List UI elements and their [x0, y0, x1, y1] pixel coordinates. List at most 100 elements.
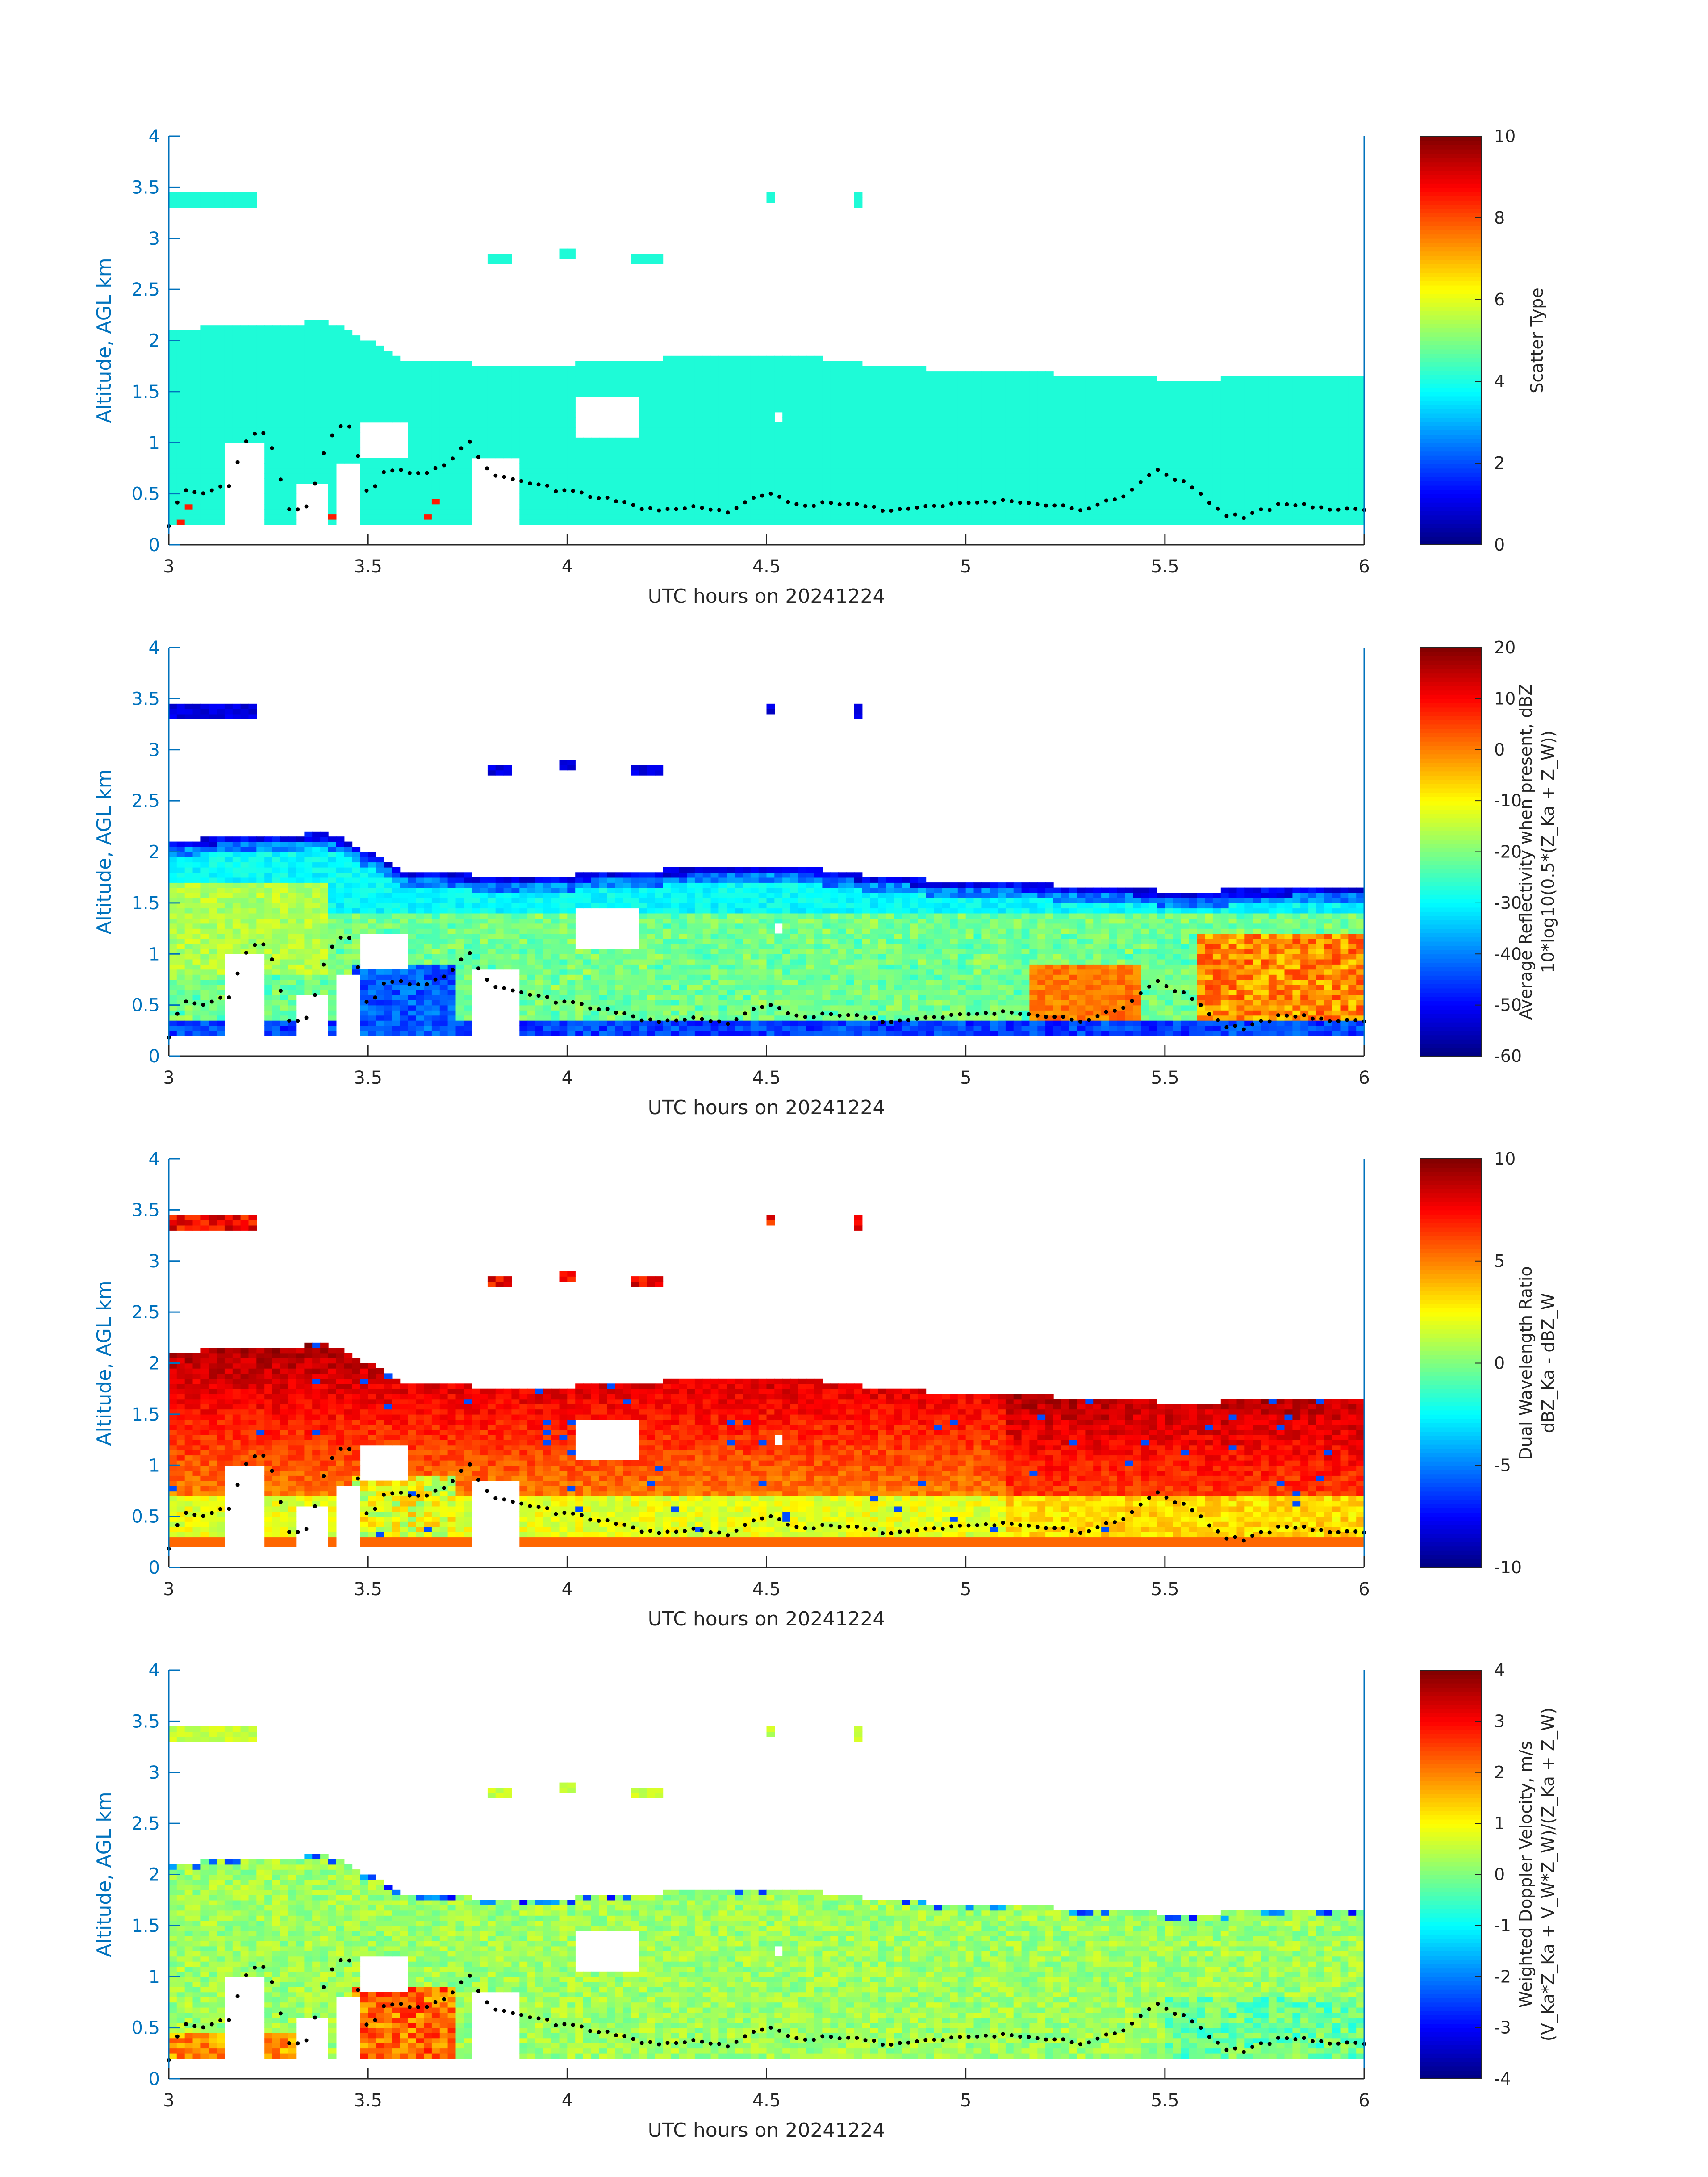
heatmap-cell — [702, 407, 711, 413]
heatmap-cell — [1236, 489, 1245, 494]
heatmap-cell — [527, 458, 536, 464]
heatmap-cell — [431, 391, 440, 397]
heatmap-cell — [1276, 458, 1285, 464]
heatmap-cell — [384, 417, 393, 423]
heatmap-cell — [176, 397, 185, 402]
heatmap-cell — [854, 422, 863, 428]
heatmap-cell — [1276, 509, 1285, 515]
heatmap-cell — [184, 862, 193, 868]
heatmap-cell — [256, 330, 265, 336]
heatmap-cell — [1228, 391, 1237, 397]
heatmap-cell — [1061, 443, 1070, 448]
heatmap-cell — [416, 453, 424, 459]
heatmap-cell — [639, 427, 647, 433]
heatmap-cell — [336, 366, 345, 372]
heatmap-cell — [1332, 376, 1341, 382]
cloud-base-dot — [459, 446, 464, 451]
heatmap-cell — [1356, 463, 1365, 469]
heatmap-cell — [647, 519, 656, 525]
heatmap-cell — [209, 397, 217, 402]
heatmap-cell — [1261, 417, 1269, 423]
heatmap-cell — [416, 458, 424, 464]
heatmap-cell — [400, 361, 409, 367]
heatmap-cell — [1141, 493, 1149, 499]
heatmap-cell — [416, 493, 424, 499]
heatmap-cell — [192, 908, 201, 914]
heatmap-cell — [1005, 478, 1014, 484]
heatmap-cell — [217, 386, 225, 392]
heatmap-cell — [1189, 432, 1197, 438]
heatmap-cell — [965, 478, 974, 484]
colorbar-segment — [1420, 255, 1482, 260]
heatmap-cell — [200, 407, 209, 413]
heatmap-cell — [981, 468, 990, 474]
heatmap-cell — [1045, 417, 1054, 423]
heatmap-cell — [344, 432, 353, 438]
heatmap-cell — [1157, 381, 1165, 387]
heatmap-cell — [264, 412, 273, 418]
heatmap-cell — [687, 422, 695, 428]
heatmap-cell — [455, 412, 464, 418]
heatmap-cell — [1053, 376, 1062, 382]
heatmap-cell — [942, 463, 950, 469]
heatmap-cell — [1125, 447, 1134, 453]
heatmap-cell — [169, 974, 177, 980]
heatmap-cell — [973, 412, 982, 418]
heatmap-cell — [1189, 489, 1197, 494]
heatmap-cell — [209, 407, 217, 413]
heatmap-cell — [408, 432, 416, 438]
heatmap-cell — [591, 376, 600, 382]
heatmap-cell — [209, 386, 217, 392]
heatmap-cell — [559, 417, 568, 423]
heatmap-cell — [264, 345, 273, 351]
cloud-base-dot — [1164, 472, 1169, 477]
heatmap-cell — [854, 197, 863, 203]
heatmap-cell — [248, 401, 257, 407]
heatmap-cell — [998, 458, 1006, 464]
heatmap-cell — [846, 391, 855, 397]
heatmap-cell — [384, 386, 393, 392]
heatmap-cell — [240, 407, 249, 413]
heatmap-cell — [583, 386, 592, 392]
heatmap-cell — [376, 463, 384, 469]
heatmap-cell — [1189, 381, 1197, 387]
heatmap-cell — [1141, 447, 1149, 453]
heatmap-cell — [1300, 509, 1309, 515]
heatmap-cell — [408, 386, 416, 392]
heatmap-cell — [1141, 412, 1149, 418]
heatmap-cell — [1261, 376, 1269, 382]
heatmap-cell — [400, 519, 409, 525]
cloud-base-dot — [227, 484, 231, 489]
heatmap-cell — [169, 1005, 177, 1011]
heatmap-cell — [1005, 463, 1014, 469]
heatmap-cell — [176, 509, 185, 515]
heatmap-cell — [336, 417, 345, 423]
heatmap-cell — [1077, 478, 1086, 484]
heatmap-cell — [1236, 386, 1245, 392]
heatmap-cell — [192, 458, 201, 464]
heatmap-cell — [1173, 489, 1182, 494]
heatmap-cell — [1117, 473, 1126, 479]
heatmap-cell — [360, 397, 368, 402]
cloud-base-dot — [648, 506, 652, 510]
heatmap-cell — [567, 519, 576, 525]
heatmap-cell — [1165, 432, 1173, 438]
heatmap-cell — [830, 371, 839, 377]
heatmap-cell — [176, 877, 185, 883]
heatmap-cell — [822, 407, 831, 413]
heatmap-cell — [1005, 371, 1014, 377]
heatmap-cell — [1340, 453, 1349, 459]
heatmap-cell — [639, 519, 647, 525]
heatmap-cell — [184, 468, 193, 474]
heatmap-cell — [480, 376, 488, 382]
heatmap-cell — [718, 381, 727, 387]
heatmap-cell — [814, 443, 823, 448]
heatmap-cell — [472, 417, 480, 423]
heatmap-cell — [798, 401, 807, 407]
heatmap-cell — [631, 443, 639, 448]
heatmap-cell — [647, 458, 656, 464]
heatmap-cell — [1077, 519, 1086, 525]
heatmap-cell — [926, 422, 934, 428]
heatmap-cell — [727, 473, 735, 479]
heatmap-cell — [176, 954, 185, 960]
